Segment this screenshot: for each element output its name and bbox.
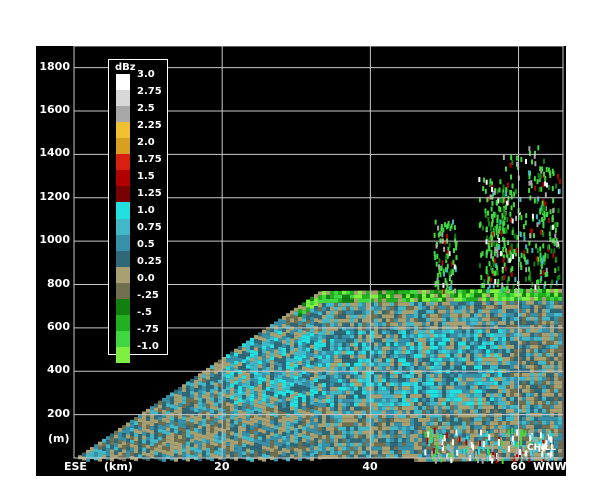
y-tick-label: 1400	[39, 146, 70, 160]
y-tick-label: 1800	[39, 59, 70, 73]
legend-label: 1.25	[137, 188, 162, 199]
y-tick-label: 1600	[39, 103, 70, 117]
y-tick-label: 1200	[39, 189, 70, 203]
radar-plot	[73, 46, 564, 464]
convective-column	[433, 219, 458, 294]
legend-label: -.25	[137, 290, 159, 301]
legend-label: 2.5	[137, 103, 155, 114]
legend-label: 0.25	[137, 256, 162, 267]
legend-swatch	[116, 234, 130, 252]
legend-swatch	[116, 298, 130, 316]
legend-label: 1.75	[137, 154, 162, 165]
convective-column	[537, 166, 561, 289]
legend-swatch	[116, 154, 130, 171]
legend-label: 0.0	[137, 273, 155, 284]
legend-label: -1.0	[137, 341, 159, 352]
legend-unit: dBz	[115, 62, 136, 73]
legend-swatch	[116, 218, 130, 236]
radar-plot-frame: 200 400 600 800 1000 1200 1400 1600 1800 20 40 60	[36, 46, 566, 476]
legend-swatch	[116, 74, 130, 91]
legend-label: 2.75	[137, 86, 162, 97]
y-axis-unit-label: (m)	[48, 432, 70, 445]
x-left-direction-label: ESE	[64, 460, 87, 473]
legend-label: 0.5	[137, 239, 155, 250]
x-right-direction-label: WNW	[533, 460, 567, 473]
legend-label: -.75	[137, 324, 159, 335]
y-tick-label: 400	[47, 363, 70, 377]
legend-swatch	[116, 138, 130, 155]
legend-label: 0.75	[137, 222, 162, 233]
legend-swatch	[116, 106, 130, 123]
convective-column	[500, 155, 524, 294]
plot-border	[73, 46, 564, 459]
legend-swatch	[116, 266, 130, 284]
legend-swatch	[116, 282, 130, 300]
legend-swatch	[116, 346, 130, 364]
y-tick-label: 200	[47, 406, 70, 420]
color-legend: dBz 3.0 2.75 2.5 2.25 2.0 1.75 1.5 1.25 1.0 0.75 0…	[108, 59, 168, 364]
legend-label: 2.0	[137, 137, 155, 148]
x-axis-unit-label: (km)	[104, 460, 133, 473]
legend-swatch	[116, 170, 130, 187]
legend-swatch	[116, 330, 130, 348]
y-tick-label: 800	[47, 276, 70, 290]
x-tick-label: 20	[214, 460, 230, 473]
y-tick-label: 600	[47, 319, 70, 333]
legend-swatch	[116, 90, 130, 107]
x-tick-label: 60	[510, 460, 526, 473]
legend-swatch	[116, 186, 130, 203]
legend-label: 1.0	[137, 205, 155, 216]
chill-watermark: CHILL	[527, 443, 556, 453]
reflectivity-field	[78, 288, 562, 462]
legend-label: -.5	[137, 307, 152, 318]
legend-label: 3.0	[137, 69, 155, 80]
ground-clutter	[424, 427, 554, 464]
legend-swatch	[116, 202, 130, 219]
legend-swatch	[116, 314, 130, 332]
legend-swatch	[116, 122, 130, 139]
legend-swatch	[116, 250, 130, 268]
x-tick-label: 40	[362, 460, 378, 473]
legend-label: 1.5	[137, 171, 155, 182]
y-tick-label: 1000	[39, 233, 70, 247]
legend-label: 2.25	[137, 120, 162, 131]
convective-column	[485, 186, 510, 294]
